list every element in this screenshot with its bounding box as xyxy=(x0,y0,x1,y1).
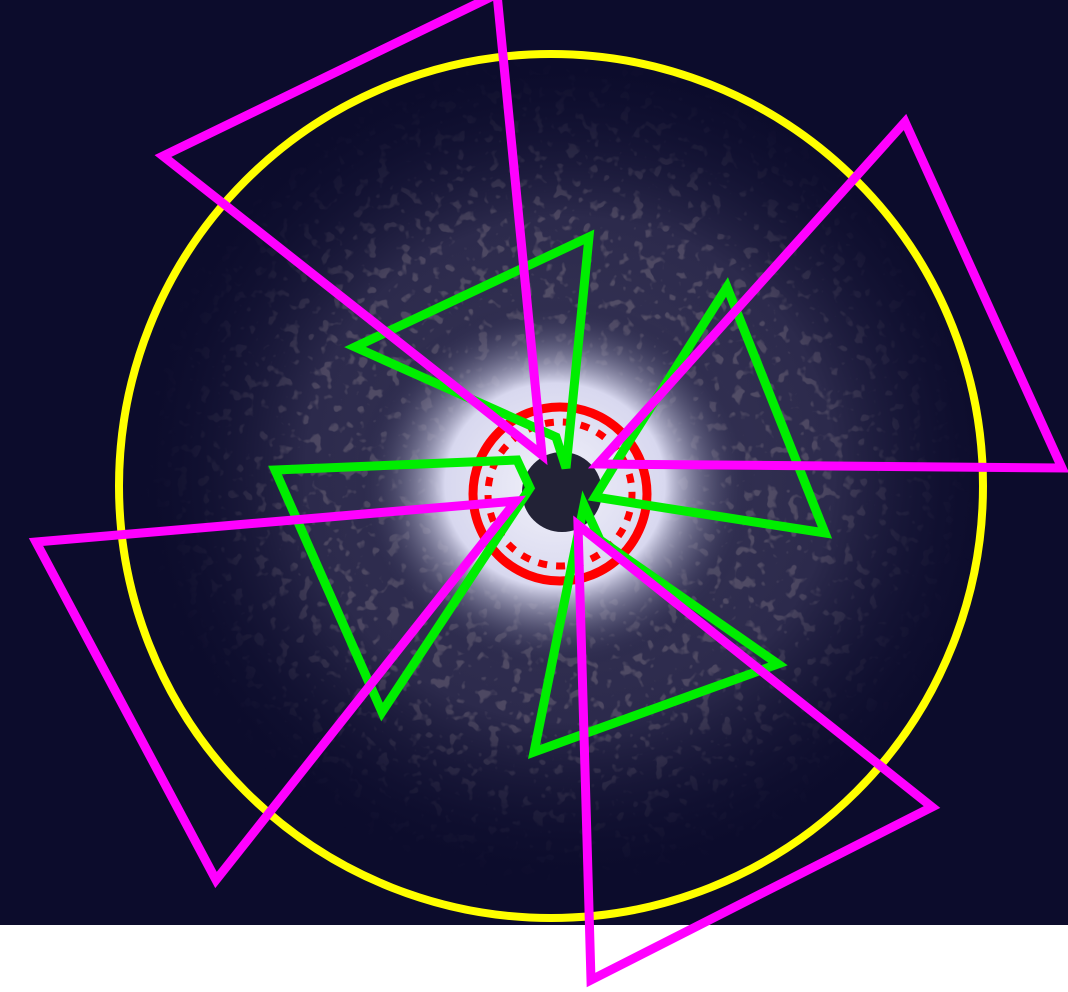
inner-circle xyxy=(468,402,652,586)
magenta-triangle xyxy=(573,515,941,988)
green-triangle xyxy=(344,229,595,470)
inner-dotted-circle xyxy=(484,418,636,570)
magenta-triangle xyxy=(587,113,1068,473)
magenta-triangle xyxy=(154,0,548,466)
magenta-triangle xyxy=(28,495,526,889)
outer-circle xyxy=(115,50,987,922)
green-triangle xyxy=(268,455,536,722)
magenta-triangles xyxy=(28,0,1068,988)
